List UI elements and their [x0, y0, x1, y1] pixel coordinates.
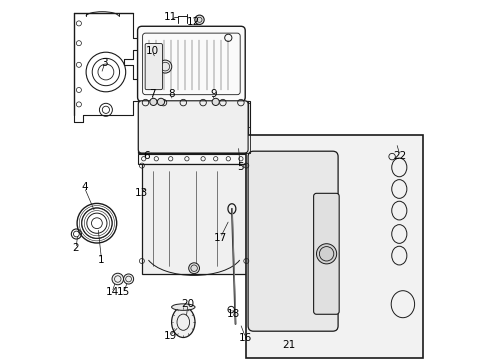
- Text: 19: 19: [163, 330, 176, 341]
- Bar: [246, 135, 422, 358]
- Bar: [235, 101, 249, 153]
- Circle shape: [194, 15, 204, 24]
- Text: 10: 10: [145, 46, 158, 56]
- Text: 8: 8: [168, 89, 175, 99]
- Circle shape: [188, 263, 199, 274]
- Text: 13: 13: [134, 188, 147, 198]
- Text: 2: 2: [73, 243, 79, 253]
- Text: 3: 3: [102, 58, 108, 68]
- Text: 6: 6: [143, 150, 150, 161]
- Circle shape: [159, 60, 171, 73]
- Text: 11: 11: [163, 12, 176, 22]
- Text: 16: 16: [239, 333, 252, 343]
- Circle shape: [157, 98, 164, 105]
- Circle shape: [316, 244, 336, 264]
- Text: 15: 15: [117, 287, 130, 297]
- Text: 17: 17: [213, 233, 226, 243]
- Text: 18: 18: [226, 309, 239, 319]
- Text: 20: 20: [181, 299, 194, 309]
- Text: 9: 9: [210, 89, 216, 99]
- Circle shape: [149, 98, 157, 105]
- Bar: [142, 164, 246, 274]
- Circle shape: [123, 274, 133, 284]
- FancyBboxPatch shape: [145, 44, 162, 90]
- Text: 12: 12: [186, 17, 200, 27]
- Ellipse shape: [171, 307, 195, 338]
- Circle shape: [212, 98, 219, 105]
- FancyBboxPatch shape: [137, 26, 244, 102]
- FancyBboxPatch shape: [313, 193, 339, 314]
- Bar: [138, 101, 247, 153]
- Text: 21: 21: [281, 340, 294, 350]
- FancyBboxPatch shape: [247, 151, 337, 331]
- Bar: [138, 154, 249, 164]
- Text: 5: 5: [236, 162, 243, 172]
- FancyBboxPatch shape: [138, 101, 247, 153]
- Circle shape: [112, 273, 123, 285]
- Text: 1: 1: [98, 255, 105, 265]
- Text: 22: 22: [392, 150, 406, 161]
- Text: 4: 4: [81, 182, 87, 192]
- Ellipse shape: [171, 304, 195, 310]
- Text: 14: 14: [105, 287, 119, 297]
- Text: 7: 7: [148, 89, 155, 99]
